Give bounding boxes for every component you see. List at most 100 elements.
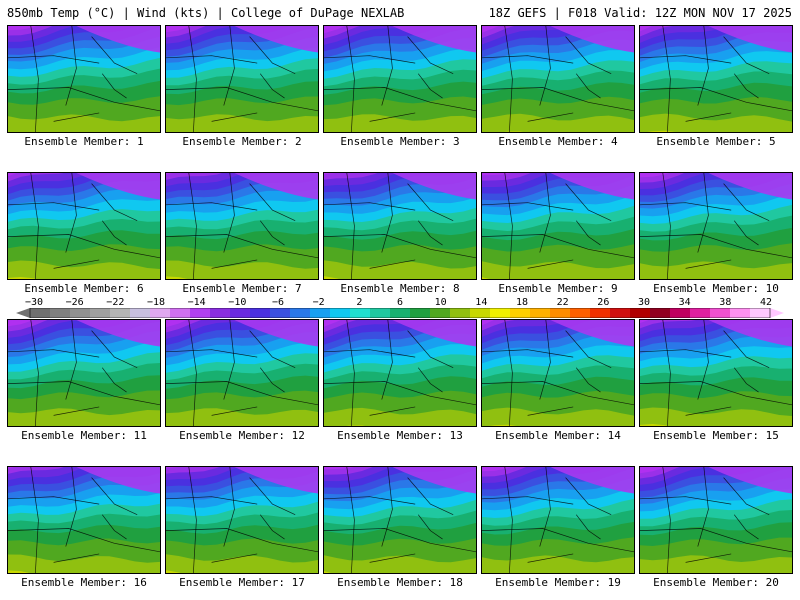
temperature-map	[640, 320, 792, 426]
colorbar-swatch	[430, 308, 451, 318]
colorbar-swatch	[690, 308, 711, 318]
temperature-map	[8, 26, 160, 132]
colorbar-swatch	[210, 308, 231, 318]
ensemble-member-label: Ensemble Member: 11	[21, 429, 147, 442]
ensemble-member-label: Ensemble Member: 19	[495, 576, 621, 589]
ensemble-member-label: Ensemble Member: 20	[653, 576, 779, 589]
ensemble-panel	[639, 172, 793, 280]
colorbar-swatch	[650, 308, 671, 318]
ensemble-member-label: Ensemble Member: 5	[656, 135, 776, 148]
colorbar-swatch	[490, 308, 511, 318]
colorbar-swatch	[150, 308, 171, 318]
colorbar-swatch	[50, 308, 71, 318]
temperature-map	[640, 26, 792, 132]
colorbar-swatch	[510, 308, 531, 318]
colorbar-tick: 10	[434, 297, 447, 308]
temperature-map	[324, 320, 476, 426]
colorbar-swatch	[70, 308, 91, 318]
ensemble-panel	[165, 466, 319, 574]
colorbar-swatch	[90, 308, 111, 318]
ensemble-panel	[481, 25, 635, 133]
ensemble-member-label: Ensemble Member: 9	[498, 282, 618, 295]
colorbar-swatch	[350, 308, 371, 318]
colorbar-tick: −30	[24, 297, 44, 308]
ensemble-panel	[7, 25, 161, 133]
temperature-map	[482, 173, 634, 279]
colorbar-swatch	[450, 308, 471, 318]
colorbar-tick: 30	[637, 297, 651, 308]
ensemble-member-label: Ensemble Member: 16	[21, 576, 147, 589]
ensemble-panel	[481, 466, 635, 574]
colorbar-swatch	[730, 308, 751, 318]
ensemble-member-label: Ensemble Member: 4	[498, 135, 618, 148]
colorbar-swatch	[310, 308, 331, 318]
ensemble-member-label: Ensemble Member: 1	[24, 135, 144, 148]
ensemble-panel	[323, 25, 477, 133]
ensemble-panel	[165, 25, 319, 133]
colorbar-swatch	[330, 308, 351, 318]
colorbar-tick: 38	[719, 297, 732, 308]
colorbar-swatch	[170, 308, 191, 318]
colorbar-swatch	[250, 308, 271, 318]
colorbar-tick: 14	[475, 297, 488, 308]
temperature-map	[482, 26, 634, 132]
colorbar-swatch	[630, 308, 651, 318]
ensemble-panel	[481, 319, 635, 427]
colorbar-swatch	[670, 308, 691, 318]
colorbar-tick: 42	[759, 297, 773, 308]
ensemble-member-label: Ensemble Member: 17	[179, 576, 305, 589]
temperature-map	[324, 467, 476, 573]
colorbar-swatch	[610, 308, 631, 318]
ensemble-panel	[7, 466, 161, 574]
ensemble-member-label: Ensemble Member: 13	[337, 429, 463, 442]
colorbar-tick: −14	[187, 297, 206, 308]
temperature-colorbar	[16, 308, 784, 318]
colorbar-left-arrow	[16, 308, 30, 318]
ensemble-panel	[165, 319, 319, 427]
colorbar-tick: 34	[678, 297, 691, 308]
ensemble-member-label: Ensemble Member: 15	[653, 429, 779, 442]
colorbar-tick: 18	[515, 297, 529, 308]
ensemble-panel	[639, 466, 793, 574]
colorbar-swatch	[550, 308, 571, 318]
ensemble-panel	[323, 319, 477, 427]
ensemble-member-label: Ensemble Member: 2	[182, 135, 302, 148]
colorbar-swatch	[570, 308, 591, 318]
ensemble-member-label: Ensemble Member: 12	[179, 429, 305, 442]
temperature-map	[166, 467, 318, 573]
ensemble-panel	[7, 172, 161, 280]
temperature-map	[166, 26, 318, 132]
colorbar-swatch	[110, 308, 131, 318]
temperature-map	[482, 467, 634, 573]
ensemble-member-label: Ensemble Member: 3	[340, 135, 460, 148]
ensemble-panel	[481, 172, 635, 280]
ensemble-member-label: Ensemble Member: 10	[653, 282, 779, 295]
ensemble-panel	[639, 25, 793, 133]
colorbar-tick: −22	[106, 297, 125, 308]
ensemble-panel	[323, 466, 477, 574]
temperature-map	[166, 173, 318, 279]
ensemble-panel	[165, 172, 319, 280]
colorbar-swatch	[750, 308, 771, 318]
colorbar-tick: 22	[556, 297, 569, 308]
colorbar-swatch	[410, 308, 431, 318]
colorbar-swatch	[390, 308, 411, 318]
colorbar-tick: −18	[146, 297, 166, 308]
colorbar-swatch	[270, 308, 291, 318]
temperature-map	[640, 467, 792, 573]
colorbar-tick: 2	[356, 297, 363, 308]
colorbar-swatch	[710, 308, 731, 318]
ensemble-member-label: Ensemble Member: 8	[340, 282, 460, 295]
ensemble-member-label: Ensemble Member: 6	[24, 282, 144, 295]
temperature-map	[166, 320, 318, 426]
ensemble-member-label: Ensemble Member: 14	[495, 429, 621, 442]
ensemble-member-label: Ensemble Member: 18	[337, 576, 463, 589]
colorbar-swatch	[290, 308, 311, 318]
colorbar-swatch	[230, 308, 251, 318]
colorbar-tick: −6	[271, 297, 285, 308]
ensemble-member-label: Ensemble Member: 7	[182, 282, 302, 295]
colorbar-tick: 6	[396, 297, 404, 308]
temperature-map	[8, 173, 160, 279]
temperature-map	[8, 320, 160, 426]
header-valid-time: 18Z GEFS | F018 Valid: 12Z MON NOV 17 20…	[488, 6, 792, 20]
